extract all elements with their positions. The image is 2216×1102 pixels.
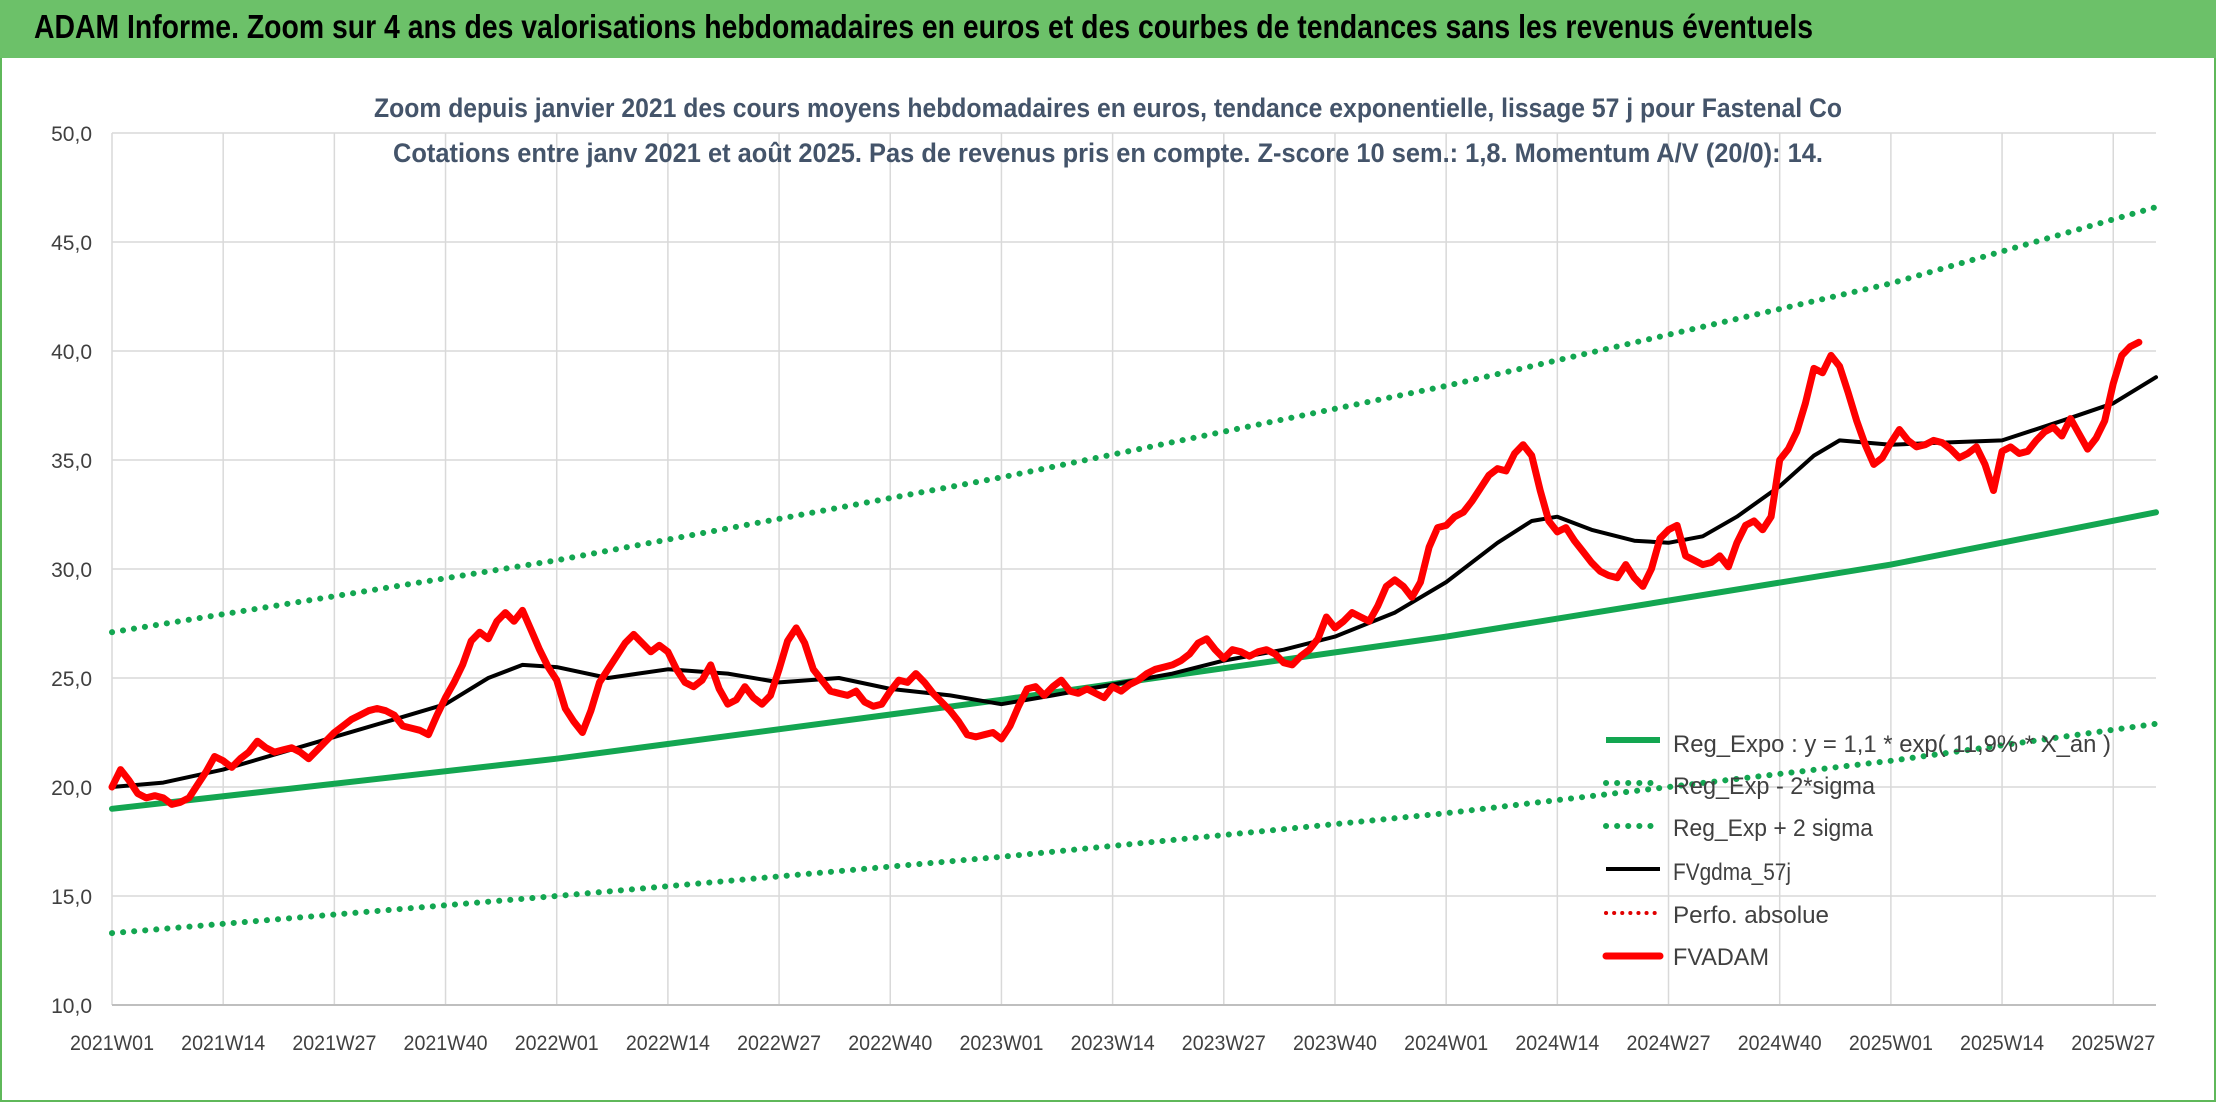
y-axis-ticks: 10,0 15,0 20,0 25,0 30,0 35,0 40,0 45,0 50,0 (51, 123, 92, 1018)
x-tick-label: 2021W27 (292, 1032, 376, 1055)
x-tick-label: 2022W40 (848, 1032, 932, 1055)
y-tick-label: 25,0 (51, 668, 92, 691)
x-tick-label: 2022W01 (515, 1032, 599, 1055)
legend-label-fvgdma: FVgdma_57j (1673, 859, 1791, 886)
legend-label-fvadam: FVADAM (1673, 944, 1769, 971)
x-tick-label: 2021W40 (404, 1032, 488, 1055)
x-tick-label: 2024W27 (1627, 1032, 1711, 1055)
x-tick-label: 2021W01 (70, 1032, 154, 1055)
legend-label-perfo: Perfo. absolue (1673, 902, 1829, 929)
x-tick-label: 2024W14 (1515, 1032, 1599, 1055)
y-tick-label: 45,0 (51, 232, 92, 255)
x-axis-ticks: 2021W01 2021W14 2021W27 2021W40 2022W01 2022W… (70, 1032, 2155, 1055)
legend-label-reg-minus: Reg_Exp - 2*sigma (1673, 773, 1876, 800)
y-tick-label: 35,0 (51, 450, 92, 473)
series-line-reg-expo (109, 509, 2159, 812)
legend: Reg_Expo : y = 1,1 * exp( 11,9% * X_an )… (1602, 731, 2111, 971)
y-tick-label: 30,0 (51, 559, 92, 582)
title-banner: ADAM Informe. Zoom sur 4 ans des valoris… (0, 0, 2216, 58)
series-line-reg-minus (109, 720, 2159, 937)
y-tick-label: 50,0 (51, 123, 92, 146)
x-tick-label: 2021W14 (181, 1032, 265, 1055)
y-tick-label: 40,0 (51, 341, 92, 364)
x-tick-label: 2023W14 (1071, 1032, 1155, 1055)
legend-label-reg-plus: Reg_Exp + 2 sigma (1673, 815, 1874, 842)
x-tick-label: 2022W14 (626, 1032, 710, 1055)
series-line-fvadam (108, 338, 2143, 808)
legend-label-reg-expo: Reg_Expo : y = 1,1 * exp( 11,9% * X_an ) (1673, 731, 2111, 758)
x-tick-label: 2023W01 (959, 1032, 1043, 1055)
x-tick-label: 2025W27 (2071, 1032, 2155, 1055)
y-tick-label: 10,0 (51, 995, 92, 1018)
y-tick-label: 20,0 (51, 777, 92, 800)
series-line-reg-plus (109, 204, 2159, 636)
x-tick-label: 2022W27 (737, 1032, 821, 1055)
x-tick-label: 2024W40 (1738, 1032, 1822, 1055)
series-lines (108, 204, 2159, 937)
x-tick-label: 2025W14 (1960, 1032, 2044, 1055)
y-tick-label: 15,0 (51, 886, 92, 909)
x-tick-label: 2025W01 (1849, 1032, 1933, 1055)
chart-subtitle-line-1: Zoom depuis janvier 2021 des cours moyen… (374, 93, 1842, 123)
x-tick-label: 2023W40 (1293, 1032, 1377, 1055)
chart-subtitle-line-2: Cotations entre janv 2021 et août 2025. … (393, 138, 1823, 168)
banner-title: ADAM Informe. Zoom sur 4 ans des valoris… (34, 8, 1814, 45)
x-tick-label: 2024W01 (1404, 1032, 1488, 1055)
x-tick-label: 2023W27 (1182, 1032, 1266, 1055)
